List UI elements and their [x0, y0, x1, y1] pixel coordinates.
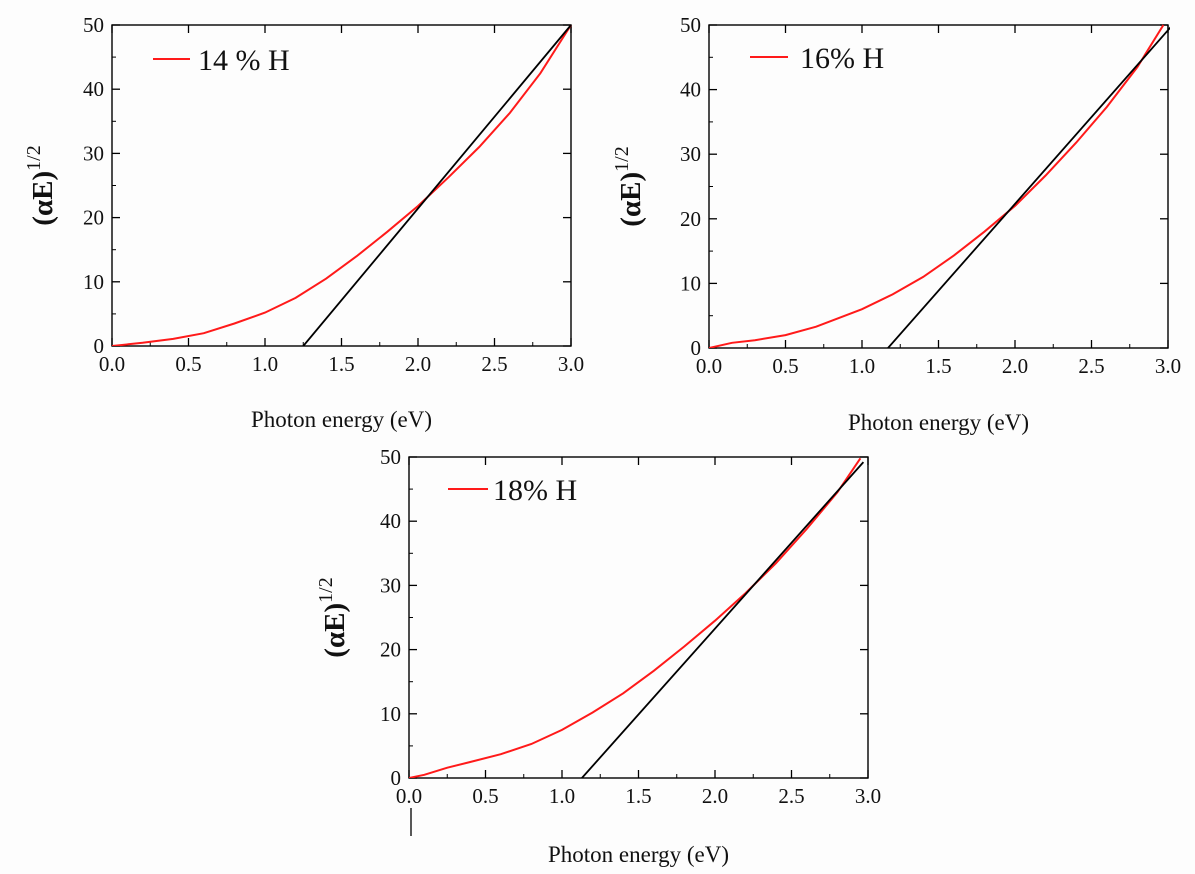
x-tick-label: 1.5: [625, 784, 651, 808]
y-tick-label: 0: [691, 336, 702, 360]
x-axis-title: Photon energy (eV): [548, 842, 729, 867]
x-tick-label: 2.0: [1002, 354, 1028, 378]
x-tick-label: 3.0: [1155, 354, 1181, 378]
y-tick-label: 20: [680, 207, 701, 231]
y-tick-label: 0: [391, 766, 402, 790]
y-axis-title: (αE)1/2: [23, 145, 59, 225]
x-tick-label: 3.0: [558, 352, 584, 376]
legend-label: 14 % H: [198, 44, 290, 77]
y-axis-title: (αE)1/2: [611, 146, 647, 226]
x-tick-label: 1.0: [549, 784, 575, 808]
x-tick-label: 1.5: [925, 354, 951, 378]
x-tick-label: 2.5: [778, 784, 804, 808]
data-curve: [709, 24, 1165, 348]
plot-frame: [708, 24, 1169, 349]
y-tick-label: 10: [83, 270, 104, 294]
data-curve: [409, 457, 862, 778]
x-tick-label: 2.5: [1078, 354, 1104, 378]
x-tick-label: 2.0: [702, 784, 728, 808]
y-tick-label: 50: [380, 445, 401, 469]
y-tick-label: 20: [380, 638, 401, 662]
y-tick-label: 50: [680, 13, 701, 37]
x-axis-title: Photon energy (eV): [848, 410, 1029, 435]
legend-label: 18% H: [493, 474, 577, 507]
x-tick-label: 2.5: [481, 352, 507, 376]
y-axis-title: (αE)1/2: [315, 577, 351, 657]
chart-panel-2: 0.0 0.5 1.0 1.5 2.0 2.5 3.0 0 10 20 30 40 50 16% H Pho…: [611, 13, 1181, 435]
legend-label: 16% H: [800, 42, 884, 75]
chart-panel-3: 0.0 0.5 1.0 1.5 2.0 2.5 3.0 0 10 20 30 40 50 18% H Pho…: [315, 445, 881, 867]
x-tick-label: 2.0: [405, 352, 431, 376]
x-axis-title: Photon energy (eV): [251, 407, 432, 432]
plot-frame: [111, 24, 572, 347]
y-tick-label: 10: [680, 271, 701, 295]
y-tick-label: 10: [380, 702, 401, 726]
x-tick-label: 1.5: [328, 352, 354, 376]
x-tick-label: 0.0: [696, 354, 722, 378]
plot-frame: [408, 456, 869, 779]
x-tick-label: 0.5: [772, 354, 798, 378]
x-tick-label: 1.0: [849, 354, 875, 378]
y-tick-label: 30: [83, 141, 104, 165]
x-tick-label: 3.0: [855, 784, 881, 808]
x-tick-label: 1.0: [252, 352, 278, 376]
y-tick-label: 30: [380, 573, 401, 597]
y-tick-label: 40: [380, 509, 401, 533]
y-tick-label: 40: [680, 78, 701, 102]
x-tick-label: 0.5: [472, 784, 498, 808]
x-tick-label: 0.0: [396, 784, 422, 808]
x-tick-label: 0.0: [99, 352, 125, 376]
y-tick-label: 20: [83, 206, 104, 230]
y-tick-label: 0: [94, 334, 105, 358]
y-tick-label: 40: [83, 77, 104, 101]
x-tick-label: 0.5: [175, 352, 201, 376]
data-curve: [112, 24, 572, 346]
y-tick-label: 50: [83, 13, 104, 37]
linear-fit-line: [887, 26, 1170, 348]
linear-fit-line: [302, 24, 572, 346]
linear-fit-line: [581, 461, 865, 778]
chart-panel-1: 0.0 0.5 1.0 1.5 2.0 2.5 3.0 0 10 20 30 40 50 14 % H Ph…: [23, 13, 584, 432]
y-tick-label: 30: [680, 142, 701, 166]
